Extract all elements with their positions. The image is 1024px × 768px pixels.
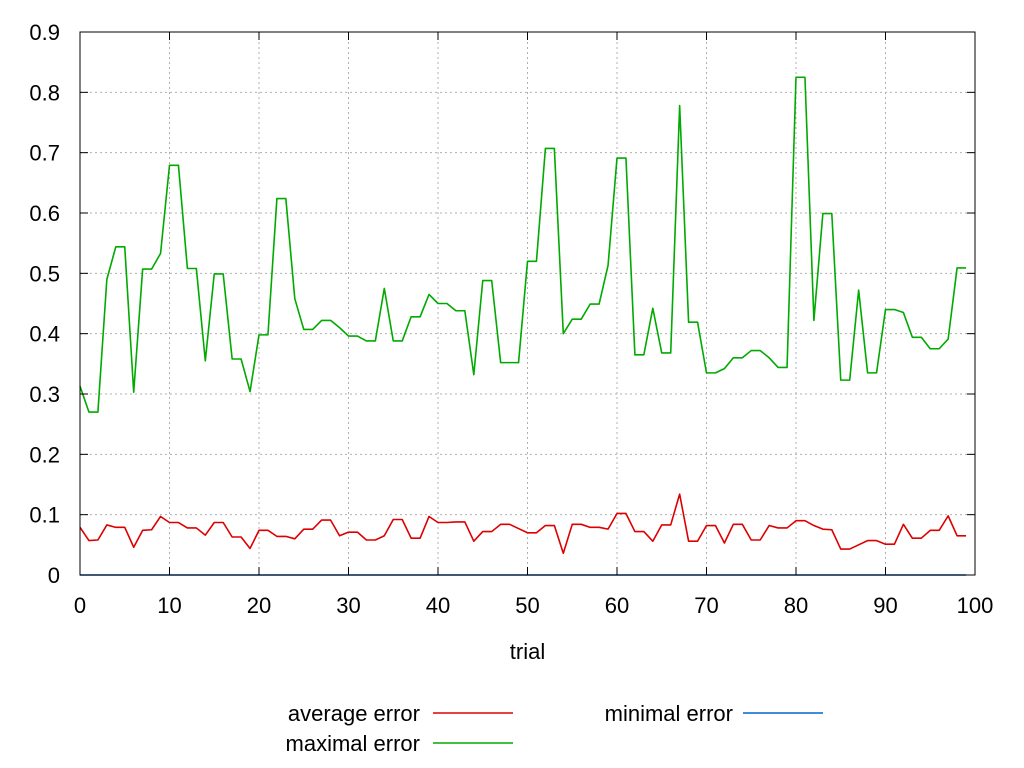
y-tick-label: 0 (48, 563, 60, 588)
series-line-maximal-error (79, 76, 967, 413)
axis-ticks (79, 31, 976, 576)
y-tick-label: 0.1 (29, 503, 60, 528)
x-tick-label: 60 (605, 593, 629, 618)
grid (80, 32, 975, 575)
tick-labels: 0 10 20 30 40 50 60 70 80 90 100 0 0.1 0.2 0.3 0.4 0.5 0.… (29, 20, 993, 618)
y-tick-label: 0.3 (29, 382, 60, 407)
x-tick-label: 70 (694, 593, 718, 618)
y-tick-label: 0.7 (29, 141, 60, 166)
y-tick-label: 0.9 (29, 20, 60, 45)
y-tick-label: 0.2 (29, 442, 60, 467)
y-tick-label: 0.8 (29, 80, 60, 105)
plot-series (79, 76, 967, 576)
legend: average error maximal error minimal error (286, 701, 823, 756)
x-tick-label: 40 (426, 593, 450, 618)
x-tick-label: 10 (157, 593, 181, 618)
y-tick-label: 0.6 (29, 201, 60, 226)
x-tick-label: 20 (247, 593, 271, 618)
series-line-average-error (79, 493, 967, 555)
x-tick-label: 30 (336, 593, 360, 618)
x-tick-label: 90 (873, 593, 897, 618)
x-tick-label: 80 (784, 593, 808, 618)
x-tick-label: 0 (74, 593, 86, 618)
y-tick-label: 0.5 (29, 261, 60, 286)
y-tick-label: 0.4 (29, 322, 60, 347)
legend-label: average error (288, 701, 420, 726)
legend-label: maximal error (286, 731, 420, 756)
x-tick-label: 100 (957, 593, 994, 618)
x-tick-label: 50 (515, 593, 539, 618)
x-axis-label: trial (510, 639, 545, 664)
legend-label: minimal error (605, 701, 733, 726)
